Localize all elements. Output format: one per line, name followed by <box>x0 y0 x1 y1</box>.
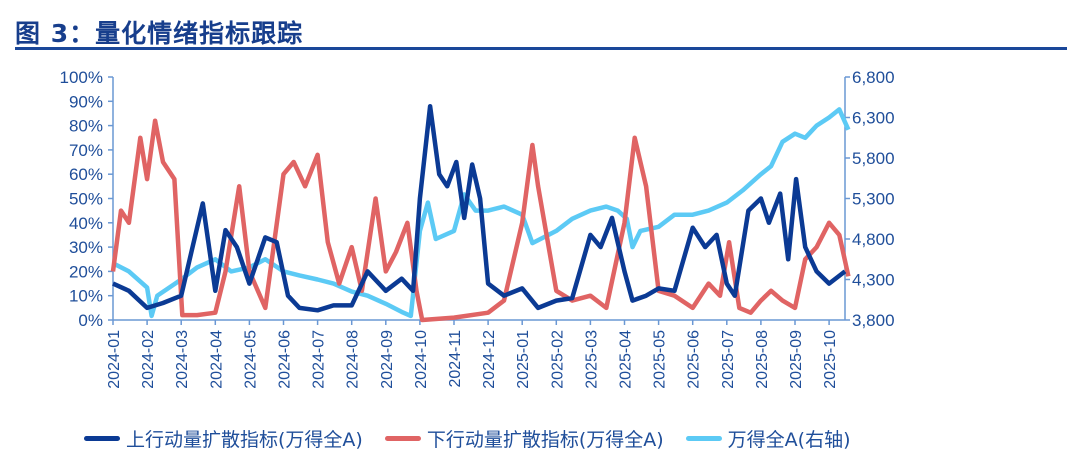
legend-item: 下行动量扩散指标(万得全A) <box>384 425 664 452</box>
x-tick-label: 2024-05 <box>242 330 259 389</box>
legend-swatch <box>685 436 722 441</box>
x-tick-label: 2025-02 <box>549 330 566 389</box>
legend-item: 上行动量扩散指标(万得全A) <box>84 425 363 452</box>
left-tick-label: 60% <box>69 165 103 184</box>
left-tick-label: 40% <box>69 214 103 233</box>
x-tick-label: 2024-01 <box>106 330 123 389</box>
left-tick-label: 70% <box>69 141 103 160</box>
x-tick-label: 2025-10 <box>822 330 839 389</box>
x-tick-label: 2025-09 <box>788 330 805 389</box>
left-tick-label: 20% <box>69 262 103 281</box>
x-tick-label: 2024-02 <box>140 330 157 389</box>
right-tick-label: 4,300 <box>852 271 895 290</box>
x-tick-label: 2024-11 <box>447 330 464 388</box>
left-tick-label: 80% <box>69 117 103 136</box>
x-tick-label: 2025-05 <box>652 330 669 389</box>
legend-item: 万得全A(右轴) <box>685 425 851 452</box>
x-tick-label: 2024-06 <box>277 330 294 389</box>
legend-label: 万得全A(右轴) <box>727 429 851 451</box>
legend-label: 上行动量扩散指标(万得全A) <box>126 429 363 451</box>
x-tick-label: 2024-04 <box>208 330 225 389</box>
left-tick-label: 90% <box>69 92 103 111</box>
legend-swatch <box>84 436 120 441</box>
left-tick-label: 30% <box>69 238 103 257</box>
left-tick-label: 50% <box>69 190 103 209</box>
right-tick-label: 6,800 <box>852 68 895 87</box>
right-tick-label: 4,800 <box>852 230 895 249</box>
x-tick-label: 2024-03 <box>174 330 191 389</box>
x-tick-label: 2025-08 <box>754 330 771 389</box>
legend-swatch <box>384 436 421 441</box>
series-line-1 <box>110 118 851 323</box>
x-tick-label: 2025-03 <box>583 330 600 389</box>
title-rule <box>15 47 1067 50</box>
x-tick-label: 2025-04 <box>618 330 635 389</box>
legend: 上行动量扩散指标(万得全A) 下行动量扩散指标(万得全A) 万得全A(右轴) <box>84 425 850 452</box>
left-tick-label: 100% <box>60 68 103 87</box>
left-tick-label: 0% <box>78 311 103 330</box>
series-line-0 <box>112 103 847 313</box>
x-tick-label: 2024-09 <box>379 330 396 389</box>
x-tick-label: 2024-08 <box>345 330 362 389</box>
legend-label: 下行动量扩散指标(万得全A) <box>426 429 664 451</box>
x-tick-label: 2024-12 <box>481 330 498 389</box>
left-tick-label: 10% <box>69 287 103 306</box>
x-tick-label: 2024-10 <box>413 330 430 389</box>
right-tick-label: 3,800 <box>852 311 895 330</box>
right-tick-label: 5,300 <box>852 190 895 209</box>
right-tick-label: 6,300 <box>852 109 895 128</box>
x-tick-label: 2025-07 <box>720 330 737 389</box>
figure-title: 图 3：量化情绪指标跟踪 <box>15 19 304 48</box>
x-tick-label: 2024-07 <box>311 330 328 389</box>
x-tick-label: 2025-01 <box>515 330 532 389</box>
right-tick-label: 5,800 <box>852 149 895 168</box>
x-tick-label: 2025-06 <box>686 330 703 389</box>
